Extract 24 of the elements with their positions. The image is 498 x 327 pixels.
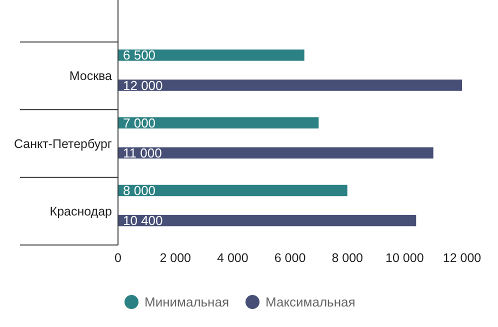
y-tick-label: Москва xyxy=(69,69,112,84)
data-label: 12 000 xyxy=(123,78,163,93)
x-tick-label: 12 000 xyxy=(442,251,482,265)
x-tick-label: 4 000 xyxy=(217,251,248,265)
x-tick-label: 8 000 xyxy=(332,251,364,265)
bar xyxy=(118,80,462,91)
data-label: 8 000 xyxy=(123,183,156,198)
bar xyxy=(118,214,416,226)
bar xyxy=(118,147,434,159)
data-label: 11 000 xyxy=(123,145,162,160)
data-label: 7 000 xyxy=(123,115,156,130)
data-label: 6 500 xyxy=(123,48,156,63)
x-tick-label: 2 000 xyxy=(160,251,192,265)
y-tick-label: Санкт-Петербург xyxy=(14,136,112,151)
data-label: 10 400 xyxy=(123,213,163,228)
x-tick-label: 0 xyxy=(114,251,122,265)
legend-label: Минимальная xyxy=(144,294,230,310)
x-tick-label: 6 000 xyxy=(274,251,306,265)
x-tick-label: 10 000 xyxy=(386,251,424,265)
bar xyxy=(118,50,304,61)
legend-label: Максимальная xyxy=(266,294,356,310)
bar xyxy=(118,117,319,128)
bar xyxy=(118,184,348,196)
y-tick-label: Краснодар xyxy=(50,204,112,219)
